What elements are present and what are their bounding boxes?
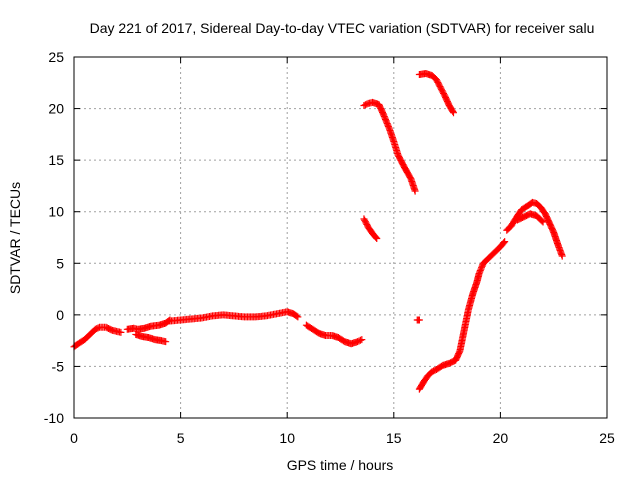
y-tick-label: -10 (44, 410, 64, 426)
series-arc-11 (503, 198, 566, 260)
data-point (117, 328, 125, 336)
x-tick-label: 20 (493, 430, 509, 446)
series-arc-3 (132, 330, 170, 346)
data-point (476, 268, 484, 276)
data-point (476, 267, 484, 275)
data-point (539, 218, 547, 226)
y-tick-label: 10 (48, 204, 64, 220)
series-arc-1 (70, 323, 125, 351)
series-arc-10 (415, 238, 509, 393)
series-arc-9 (415, 70, 457, 117)
series-arc-7 (360, 215, 381, 243)
data-point (477, 265, 485, 273)
x-tick-label: 15 (386, 430, 402, 446)
data-point (478, 264, 486, 272)
data-point (294, 313, 302, 321)
data-point (449, 109, 457, 117)
series-arc-8 (413, 316, 423, 324)
data-point (372, 234, 380, 241)
data-point (415, 316, 423, 324)
x-axis-label: GPS time / hours (287, 457, 394, 473)
data-point (558, 252, 566, 260)
data-point (356, 336, 364, 344)
y-tick-label: 25 (48, 49, 64, 65)
data-point (475, 270, 483, 278)
grid (74, 57, 607, 418)
series-arc-2 (123, 316, 174, 333)
data-point (501, 238, 509, 246)
series-arc-6 (360, 98, 419, 195)
data-point (373, 235, 381, 243)
data-point (478, 262, 486, 270)
y-tick-label: 0 (56, 307, 64, 323)
data-point (358, 336, 366, 344)
plot-frame (73, 56, 608, 419)
x-tick-label: 5 (177, 430, 185, 446)
series-arc-5 (302, 321, 366, 348)
data-point (500, 239, 508, 247)
y-tick-label: -5 (52, 358, 65, 374)
x-tick-label: 25 (599, 430, 615, 446)
x-tick-label: 10 (279, 430, 295, 446)
series-arc-12 (513, 210, 547, 226)
data-series (70, 70, 566, 393)
data-point (449, 107, 457, 115)
data-point (162, 338, 170, 346)
y-axis-label: SDTVAR / TECUs (7, 182, 23, 294)
y-tick-label: 20 (48, 101, 64, 117)
y-tick-label: 5 (56, 255, 64, 271)
data-point (411, 187, 419, 195)
y-tick-label: 15 (48, 152, 64, 168)
data-point (94, 324, 102, 332)
x-tick-label: 0 (70, 430, 78, 446)
data-point (293, 312, 301, 320)
chart-title: Day 221 of 2017, Sidereal Day-to-day VTE… (90, 20, 595, 36)
series-arc-4 (166, 308, 302, 325)
data-point (538, 217, 546, 225)
